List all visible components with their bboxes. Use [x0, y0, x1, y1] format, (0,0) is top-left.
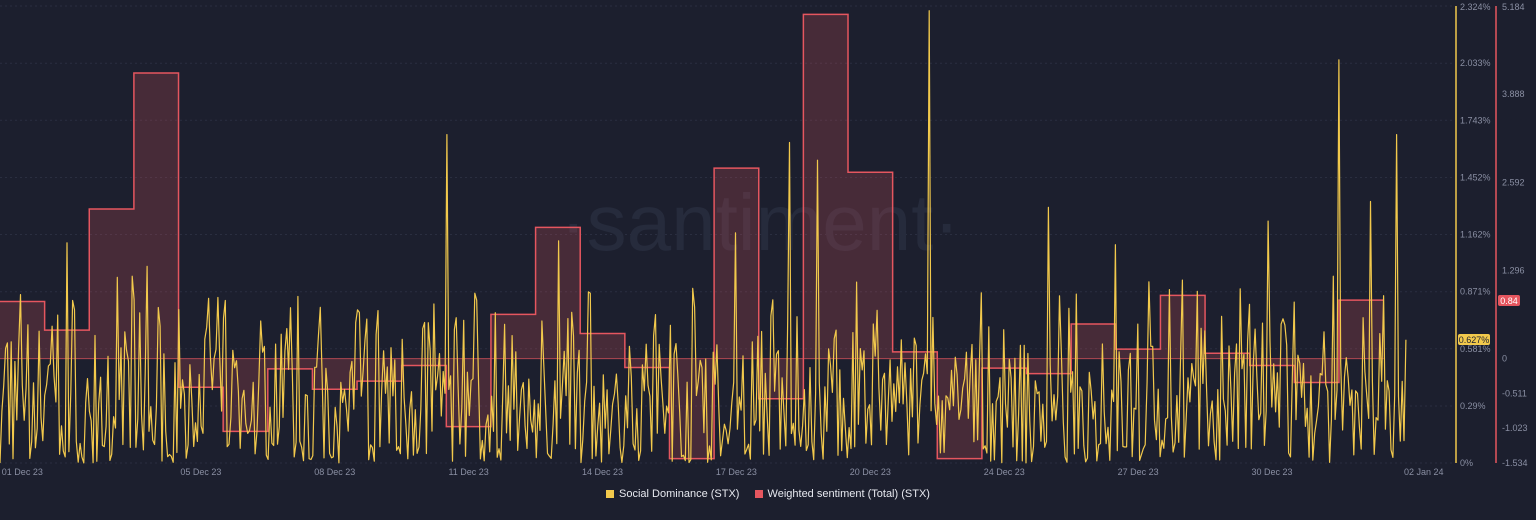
- y-left-tick-label: 0.871%: [1460, 287, 1491, 297]
- y-left-tick-label: 0%: [1460, 458, 1473, 468]
- social-dominance-series: [0, 10, 1407, 464]
- y-right-tick-label: 5.184: [1502, 2, 1525, 12]
- sentiment-current-value: 0.84: [1500, 296, 1518, 306]
- y-right-tick-label: 0: [1502, 354, 1507, 364]
- x-tick-label: 11 Dec 23: [448, 467, 488, 477]
- social-swatch: [606, 490, 615, 498]
- x-tick-label: 17 Dec 23: [716, 467, 757, 477]
- watermark: ·santiment·: [560, 178, 960, 267]
- y-right-tick-label: 2.592: [1502, 177, 1525, 187]
- x-tick-label: 24 Dec 23: [984, 467, 1025, 477]
- x-tick-label: 08 Dec 23: [314, 467, 355, 477]
- chart: ·santiment· 0% 0.29% 0.581% 0.871% 1.162% 1.4…: [0, 2, 1528, 477]
- y-left-tick-label: 0.29%: [1460, 401, 1486, 411]
- social-badge-bg: [1458, 334, 1490, 345]
- x-tick-label: 27 Dec 23: [1118, 467, 1159, 477]
- social-dominance-line: [0, 10, 1407, 464]
- legend-social-label: Social Dominance (STX): [619, 488, 740, 500]
- y-right-tick-label: -0.511: [1502, 388, 1527, 398]
- sentiment-badge-bg: [1498, 295, 1520, 306]
- x-tick-label: 01 Dec 23: [2, 467, 43, 477]
- legend: Social Dominance (STX) Weighted sentimen…: [0, 488, 1536, 501]
- x-tick-label: 05 Dec 23: [180, 467, 221, 477]
- y-left-tick-label: 1.743%: [1460, 115, 1491, 125]
- y-right-tick-label: -1.023: [1502, 423, 1528, 433]
- x-tick-label: 14 Dec 23: [582, 467, 623, 477]
- value-badges: 0.627% 0.84: [1458, 295, 1520, 345]
- y-right-tick-label: -1.534: [1502, 458, 1528, 468]
- y-left-tick-label: 0.581%: [1460, 344, 1491, 354]
- legend-item-sentiment[interactable]: Weighted sentiment (Total) (STX): [754, 488, 930, 500]
- legend-item-social[interactable]: Social Dominance (STX): [606, 488, 739, 500]
- x-tick-label: 30 Dec 23: [1251, 467, 1292, 477]
- sentiment-swatch: [754, 490, 763, 498]
- x-tick-label: 02 Jan 24: [1404, 467, 1444, 477]
- axes: 0% 0.29% 0.581% 0.871% 1.162% 1.452% 1.743% 2.0…: [2, 2, 1528, 477]
- x-tick-label: 20 Dec 23: [850, 467, 891, 477]
- y-left-tick-label: 2.324%: [1460, 2, 1491, 12]
- y-left-tick-label: 1.162%: [1460, 230, 1491, 240]
- legend-sentiment-label: Weighted sentiment (Total) (STX): [767, 488, 930, 500]
- y-right-tick-label: 3.888: [1502, 89, 1525, 99]
- social-current-value: 0.627%: [1459, 335, 1490, 345]
- y-left-tick-label: 2.033%: [1460, 58, 1491, 68]
- y-left-tick-label: 1.452%: [1460, 172, 1491, 182]
- y-right-tick-label: 1.296: [1502, 265, 1525, 275]
